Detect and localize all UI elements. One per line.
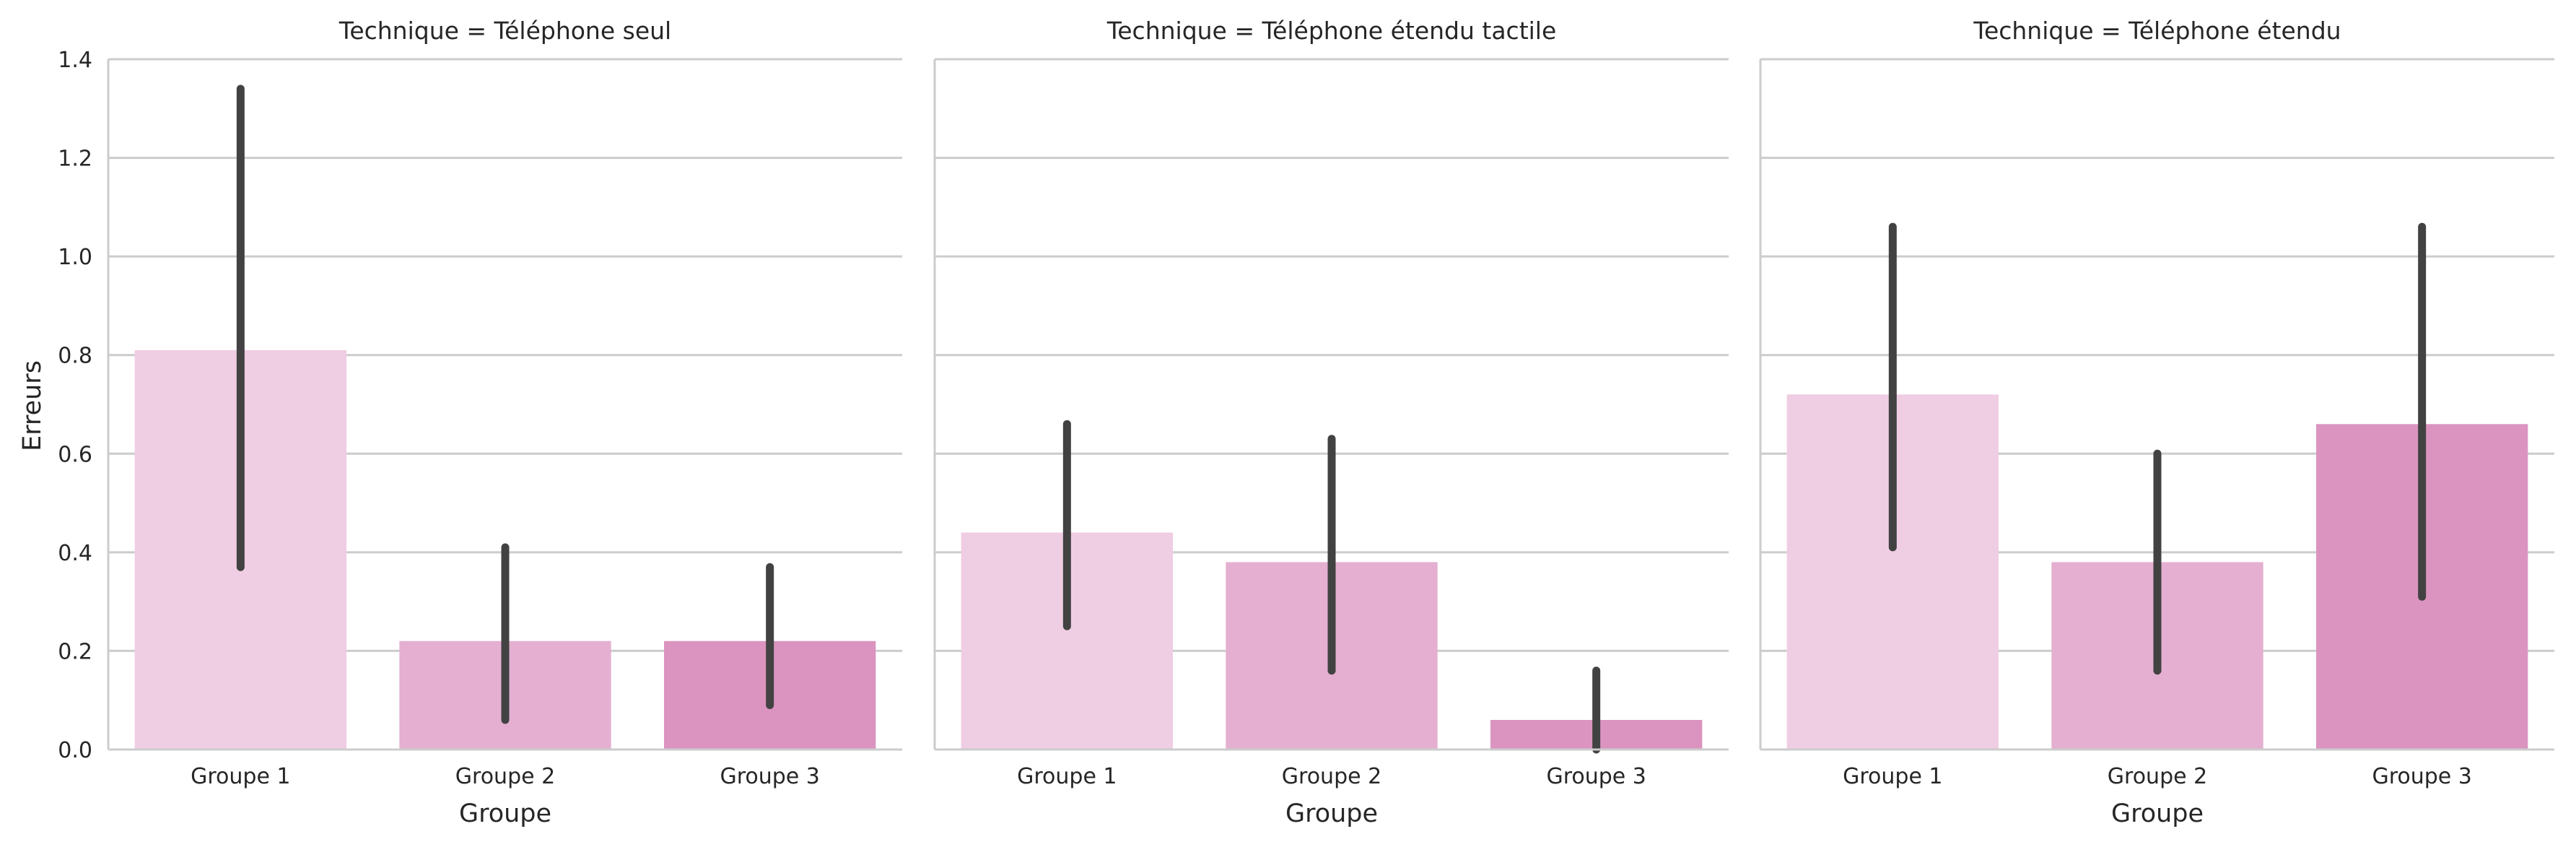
facet-panel-1: Technique = Téléphone seul Groupe 1 Groupe…	[58, 17, 902, 828]
x-tick-label: Groupe 2	[1282, 764, 1381, 789]
facet-panel-2: Technique = Téléphone étendu tactile Grou…	[933, 17, 1729, 828]
facet-panel-3: Technique = Téléphone étendu Groupe 1 Grou…	[1759, 17, 2554, 828]
y-tick-label: 1.0	[58, 245, 92, 270]
x-tick-label: Groupe 3	[2372, 764, 2471, 789]
x-axis-label: Groupe	[1285, 799, 1378, 828]
x-tick-label: Groupe 2	[2108, 764, 2207, 789]
x-tick-label: Groupe 2	[455, 764, 555, 789]
x-tick-label: Groupe 1	[191, 764, 290, 789]
y-tick-label: 0.0	[58, 738, 92, 763]
facet-panels: Technique = Téléphone seul Groupe 1 Groupe…	[58, 17, 2554, 828]
x-axis-label: Groupe	[2111, 799, 2204, 828]
panel-title: Technique = Téléphone étendu tactile	[1106, 17, 1557, 45]
y-tick-label: 0.2	[58, 639, 92, 664]
x-axis-label: Groupe	[459, 799, 551, 828]
y-tick-label: 0.8	[58, 344, 92, 369]
y-tick-label: 0.6	[58, 442, 92, 467]
x-tick-label: Groupe 3	[1546, 764, 1646, 789]
y-axis-label: Erreurs	[18, 360, 47, 451]
y-tick-label: 1.4	[58, 48, 92, 73]
y-tick-label: 1.2	[58, 147, 92, 172]
x-tick-label: Groupe 3	[720, 764, 819, 789]
y-tick-label: 0.4	[58, 541, 92, 566]
x-tick-label: Groupe 1	[1843, 764, 1942, 789]
panel-title: Technique = Téléphone étendu	[1973, 17, 2341, 45]
x-tick-label: Groupe 1	[1017, 764, 1117, 789]
panel-title: Technique = Téléphone seul	[339, 17, 671, 45]
